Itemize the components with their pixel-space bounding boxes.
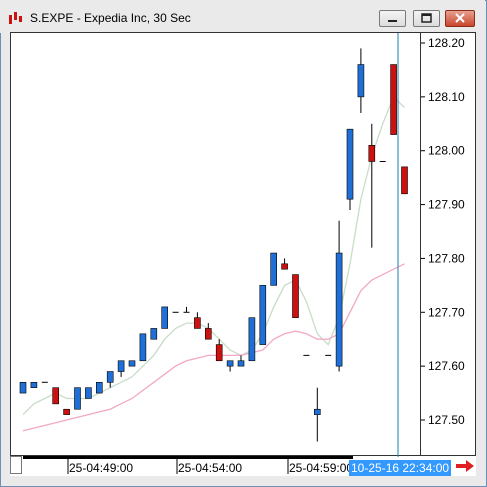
candle-body <box>368 145 376 162</box>
x-tick-label: 25-04:54:00 <box>178 461 242 475</box>
candle-body <box>270 252 278 286</box>
candle-body <box>357 64 365 98</box>
candle-body <box>74 387 81 410</box>
y-tick-label: 128.20 <box>428 36 465 50</box>
candle-body <box>106 371 114 383</box>
candle-body <box>292 274 299 318</box>
candle-body <box>52 387 60 405</box>
candle-body <box>390 64 397 135</box>
candle-body <box>215 344 223 362</box>
candle-body <box>128 360 136 367</box>
candle-body <box>335 252 343 367</box>
y-tick-label: 127.60 <box>428 359 465 373</box>
close-button[interactable] <box>445 10 475 27</box>
y-tick-label: 128.00 <box>428 144 465 158</box>
price-scale[interactable] <box>421 32 476 456</box>
candle-body <box>237 360 245 367</box>
candle-body <box>259 285 267 345</box>
candle-body <box>226 360 234 367</box>
y-tick-label: 127.50 <box>428 413 465 427</box>
window-title: S.EXPE - Expedia Inc, 30 Sec <box>30 11 191 25</box>
candle-body <box>313 408 321 415</box>
candle-body <box>63 408 70 415</box>
candle-body <box>205 328 212 340</box>
candle-body <box>30 381 38 388</box>
scroll-left-box[interactable] <box>10 456 22 474</box>
candle-body <box>281 263 288 270</box>
candle-body <box>117 360 125 372</box>
restore-button[interactable] <box>413 10 440 27</box>
cursor-time-label: 10-25-16 22:34:00 <box>349 460 452 476</box>
right-arrow-icon[interactable] <box>455 459 475 473</box>
chart-plot-area[interactable] <box>10 32 421 456</box>
y-tick-label: 127.90 <box>428 198 465 212</box>
restore-icon <box>421 13 432 23</box>
chart-app-icon <box>9 12 22 24</box>
candle-body <box>150 328 158 340</box>
candle-body <box>19 381 27 394</box>
time-axis-line <box>23 456 353 459</box>
candle-body <box>139 333 147 362</box>
close-icon <box>455 13 465 23</box>
y-tick-label: 128.10 <box>428 90 465 104</box>
candle-body <box>85 387 92 399</box>
candle-body <box>194 317 201 329</box>
candle-body <box>96 381 103 394</box>
candle-body <box>161 306 168 329</box>
minimize-button[interactable] <box>379 10 406 27</box>
y-tick-label: 127.70 <box>428 305 465 319</box>
minimize-icon <box>388 20 397 22</box>
candle-body <box>248 317 256 362</box>
x-tick-label: 25-04:59:00 <box>289 461 353 475</box>
y-tick-label: 127.80 <box>428 251 465 265</box>
candle-body <box>401 166 408 195</box>
candle-body <box>346 128 354 200</box>
x-tick-label: 25-04:49:00 <box>69 461 133 475</box>
title-bar[interactable]: S.EXPE - Expedia Inc, 30 Sec <box>0 0 485 33</box>
